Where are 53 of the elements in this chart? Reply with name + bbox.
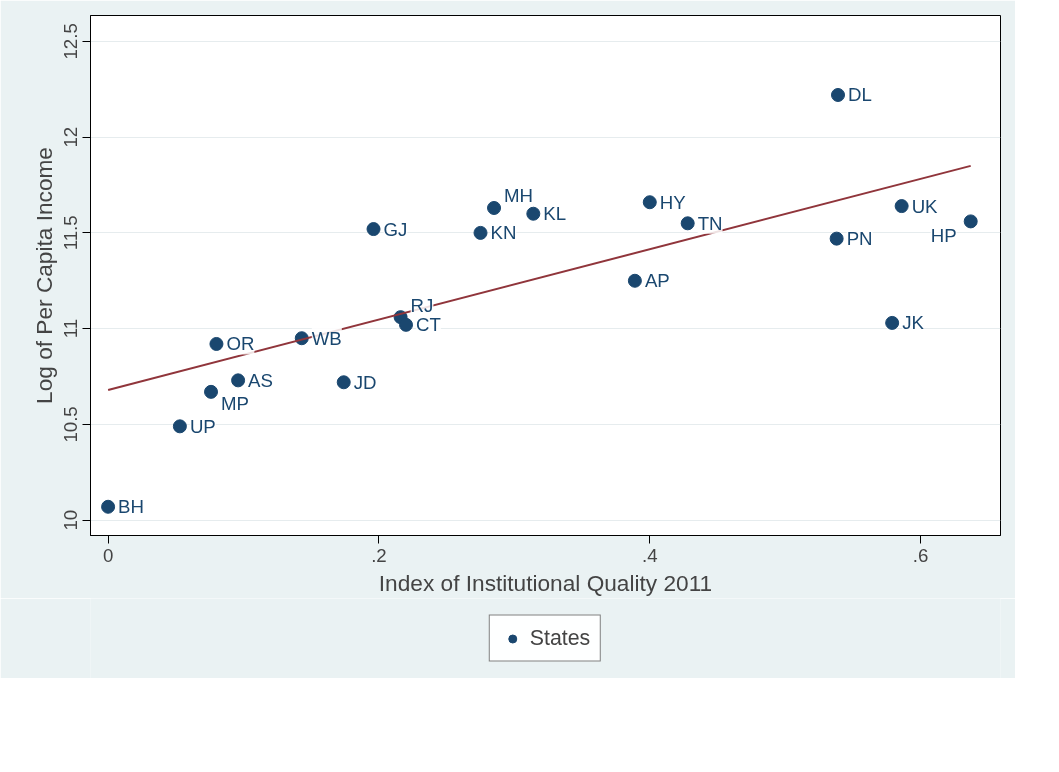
annotation: RJ — [410, 294, 434, 316]
annotation: BH — [118, 496, 145, 518]
annotation: AS — [248, 369, 273, 391]
annotation: JK — [902, 312, 925, 334]
annotation: UK — [911, 195, 939, 217]
x-tick-label: .2 — [371, 544, 387, 566]
annotation: AP — [644, 270, 670, 292]
x-tick-label: .4 — [641, 544, 658, 566]
point — [399, 317, 414, 332]
point — [642, 195, 657, 210]
point — [680, 216, 695, 231]
point — [487, 201, 502, 215]
point — [963, 214, 978, 229]
annotation: UP — [189, 415, 216, 437]
y-tick-label: 11 — [60, 318, 82, 339]
annotation: MP — [221, 393, 250, 415]
annotation: HP — [930, 224, 957, 246]
point — [336, 375, 351, 390]
point — [473, 225, 488, 240]
x-tick-label: 0 — [102, 544, 114, 566]
point — [172, 419, 187, 434]
point — [831, 88, 845, 102]
y-tick-label: 10 — [60, 509, 82, 531]
annotation: GJ — [383, 218, 408, 240]
point — [526, 206, 541, 221]
y-tick-label: 12 — [60, 126, 82, 148]
point — [101, 499, 116, 514]
annotation: PN — [846, 228, 873, 250]
point — [209, 336, 224, 351]
point — [829, 231, 844, 246]
annotation: HY — [659, 191, 687, 213]
annotation: KN — [490, 222, 517, 244]
legend-label: States — [529, 625, 591, 651]
y-tick-label: 11.5 — [60, 215, 82, 251]
point — [204, 384, 219, 399]
annotation: MH — [504, 185, 534, 207]
y-tick-label: 12.5 — [60, 23, 82, 60]
point — [366, 222, 381, 237]
annotation: KL — [543, 203, 567, 225]
y-axis-title: Log of Per Capita Income — [30, 147, 57, 404]
annotation: JD — [353, 371, 377, 393]
annotation: OR — [226, 333, 255, 355]
point — [627, 273, 642, 288]
point — [231, 373, 246, 388]
annotation: CT — [416, 314, 441, 336]
annotation: TN — [697, 212, 723, 234]
point — [894, 199, 909, 214]
annotation: WB — [311, 327, 342, 349]
y-tick-label: 10.5 — [60, 406, 82, 443]
annotation: DL — [848, 84, 872, 106]
point — [885, 315, 900, 330]
x-axis-title: Index of Institutional Quality 2011 — [378, 569, 713, 596]
x-tick-label: .6 — [912, 544, 929, 566]
